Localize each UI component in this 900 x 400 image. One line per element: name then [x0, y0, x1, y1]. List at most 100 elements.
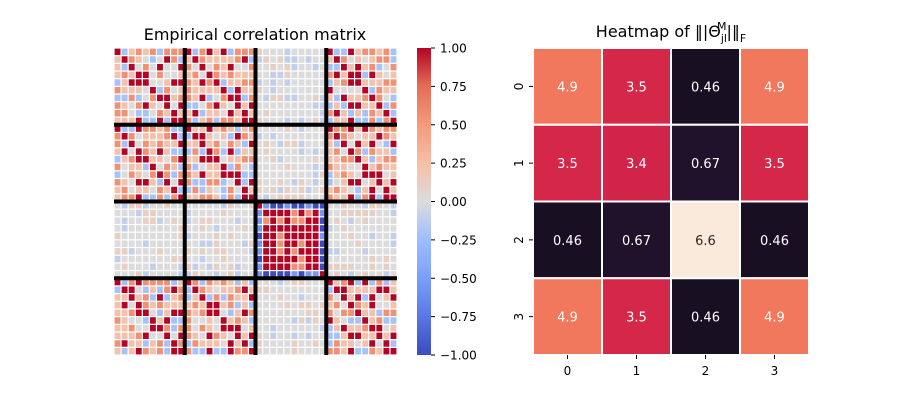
correlation-cell [206, 163, 213, 171]
correlation-cell [227, 110, 234, 117]
norm-cell [670, 200, 741, 280]
correlation-cell [171, 194, 178, 201]
correlation-cell [305, 340, 312, 347]
correlation-cell [199, 56, 206, 63]
correlation-cell [390, 271, 397, 278]
norm-cell [601, 200, 672, 280]
correlation-cell [206, 56, 213, 63]
correlation-cell [128, 71, 135, 79]
correlation-cell [341, 278, 347, 286]
correlation-cell [178, 171, 185, 178]
correlation-cell [284, 294, 291, 301]
correlation-cell [390, 86, 397, 94]
correlation-cell [305, 324, 312, 332]
correlation-cell [319, 140, 326, 148]
correlation-cell [277, 317, 284, 324]
correlation-cell [291, 347, 298, 355]
correlation-cell [362, 179, 369, 186]
correlation-cell [263, 63, 270, 71]
correlation-cell [270, 232, 277, 240]
correlation-cell [326, 324, 333, 332]
correlation-cell [199, 48, 206, 56]
correlation-cell [256, 232, 262, 240]
correlation-cell [291, 110, 298, 117]
correlation-cell [333, 94, 340, 102]
correlation-cell [291, 225, 298, 232]
correlation-cell [227, 102, 234, 109]
correlation-cell [114, 110, 121, 117]
correlation-cell [114, 186, 121, 194]
correlation-cell [249, 163, 255, 171]
correlation-cell [390, 278, 397, 286]
correlation-cell [312, 301, 319, 309]
correlation-cell [114, 278, 121, 286]
correlation-cell [305, 194, 312, 201]
correlation-cell [149, 63, 156, 71]
correlation-cell [213, 48, 220, 56]
correlation-cell [355, 248, 362, 255]
correlation-cell [171, 286, 178, 293]
correlation-cell [249, 148, 255, 155]
correlation-cell [383, 63, 390, 71]
correlation-cell [277, 324, 284, 332]
correlation-cell [164, 340, 171, 347]
correlation-cell [234, 148, 241, 155]
correlation-cell [241, 240, 248, 247]
norm-cell-label: 0.46 [760, 234, 789, 249]
correlation-cell [241, 194, 248, 201]
correlation-cell [333, 278, 340, 286]
correlation-cell [135, 79, 142, 86]
correlation-cell [348, 71, 354, 79]
correlation-cell [241, 225, 248, 232]
correlation-cell [241, 148, 248, 155]
correlation-cell [114, 271, 121, 278]
correlation-cell [227, 48, 234, 56]
correlation-cell [376, 324, 383, 332]
correlation-cell [256, 56, 262, 63]
correlation-cell [319, 286, 326, 293]
correlation-cell [164, 63, 171, 71]
correlation-cell [241, 125, 248, 132]
correlation-cell [305, 248, 312, 255]
correlation-cell [291, 309, 298, 317]
correlation-cell [333, 48, 340, 56]
correlation-cell [341, 125, 347, 132]
correlation-cell [341, 140, 347, 148]
correlation-cell [227, 286, 234, 293]
correlation-cell [333, 148, 340, 155]
correlation-cell [249, 194, 255, 201]
correlation-cell [341, 171, 347, 178]
correlation-cell [149, 324, 156, 332]
correlation-cell [291, 217, 298, 224]
correlation-cell [348, 271, 354, 278]
correlation-cell [270, 163, 277, 171]
correlation-cell [142, 217, 149, 224]
title-sub-f: F [740, 32, 746, 45]
correlation-cell [277, 179, 284, 186]
correlation-cell [114, 255, 121, 263]
correlation-cell [376, 347, 383, 355]
correlation-cell [348, 156, 354, 163]
correlation-cell [348, 294, 354, 301]
correlation-cell [185, 347, 192, 355]
correlation-cell [263, 232, 270, 240]
correlation-cell [291, 71, 298, 79]
correlation-cell [284, 94, 291, 102]
correlation-cell [291, 202, 298, 209]
correlation-cell [171, 179, 178, 186]
correlation-cell [312, 140, 319, 148]
correlation-cell [383, 56, 390, 63]
correlation-cell [270, 225, 277, 232]
correlation-cell [121, 240, 128, 247]
correlation-cell [199, 248, 206, 255]
correlation-cell [164, 156, 171, 163]
correlation-cell [355, 163, 362, 171]
correlation-cell [249, 340, 255, 347]
correlation-cell [312, 317, 319, 324]
correlation-cell [256, 186, 262, 194]
correlation-cell [376, 48, 383, 56]
correlation-cell [185, 56, 192, 63]
correlation-cell [199, 171, 206, 178]
norm-cell [670, 277, 741, 356]
correlation-cell [135, 133, 142, 140]
